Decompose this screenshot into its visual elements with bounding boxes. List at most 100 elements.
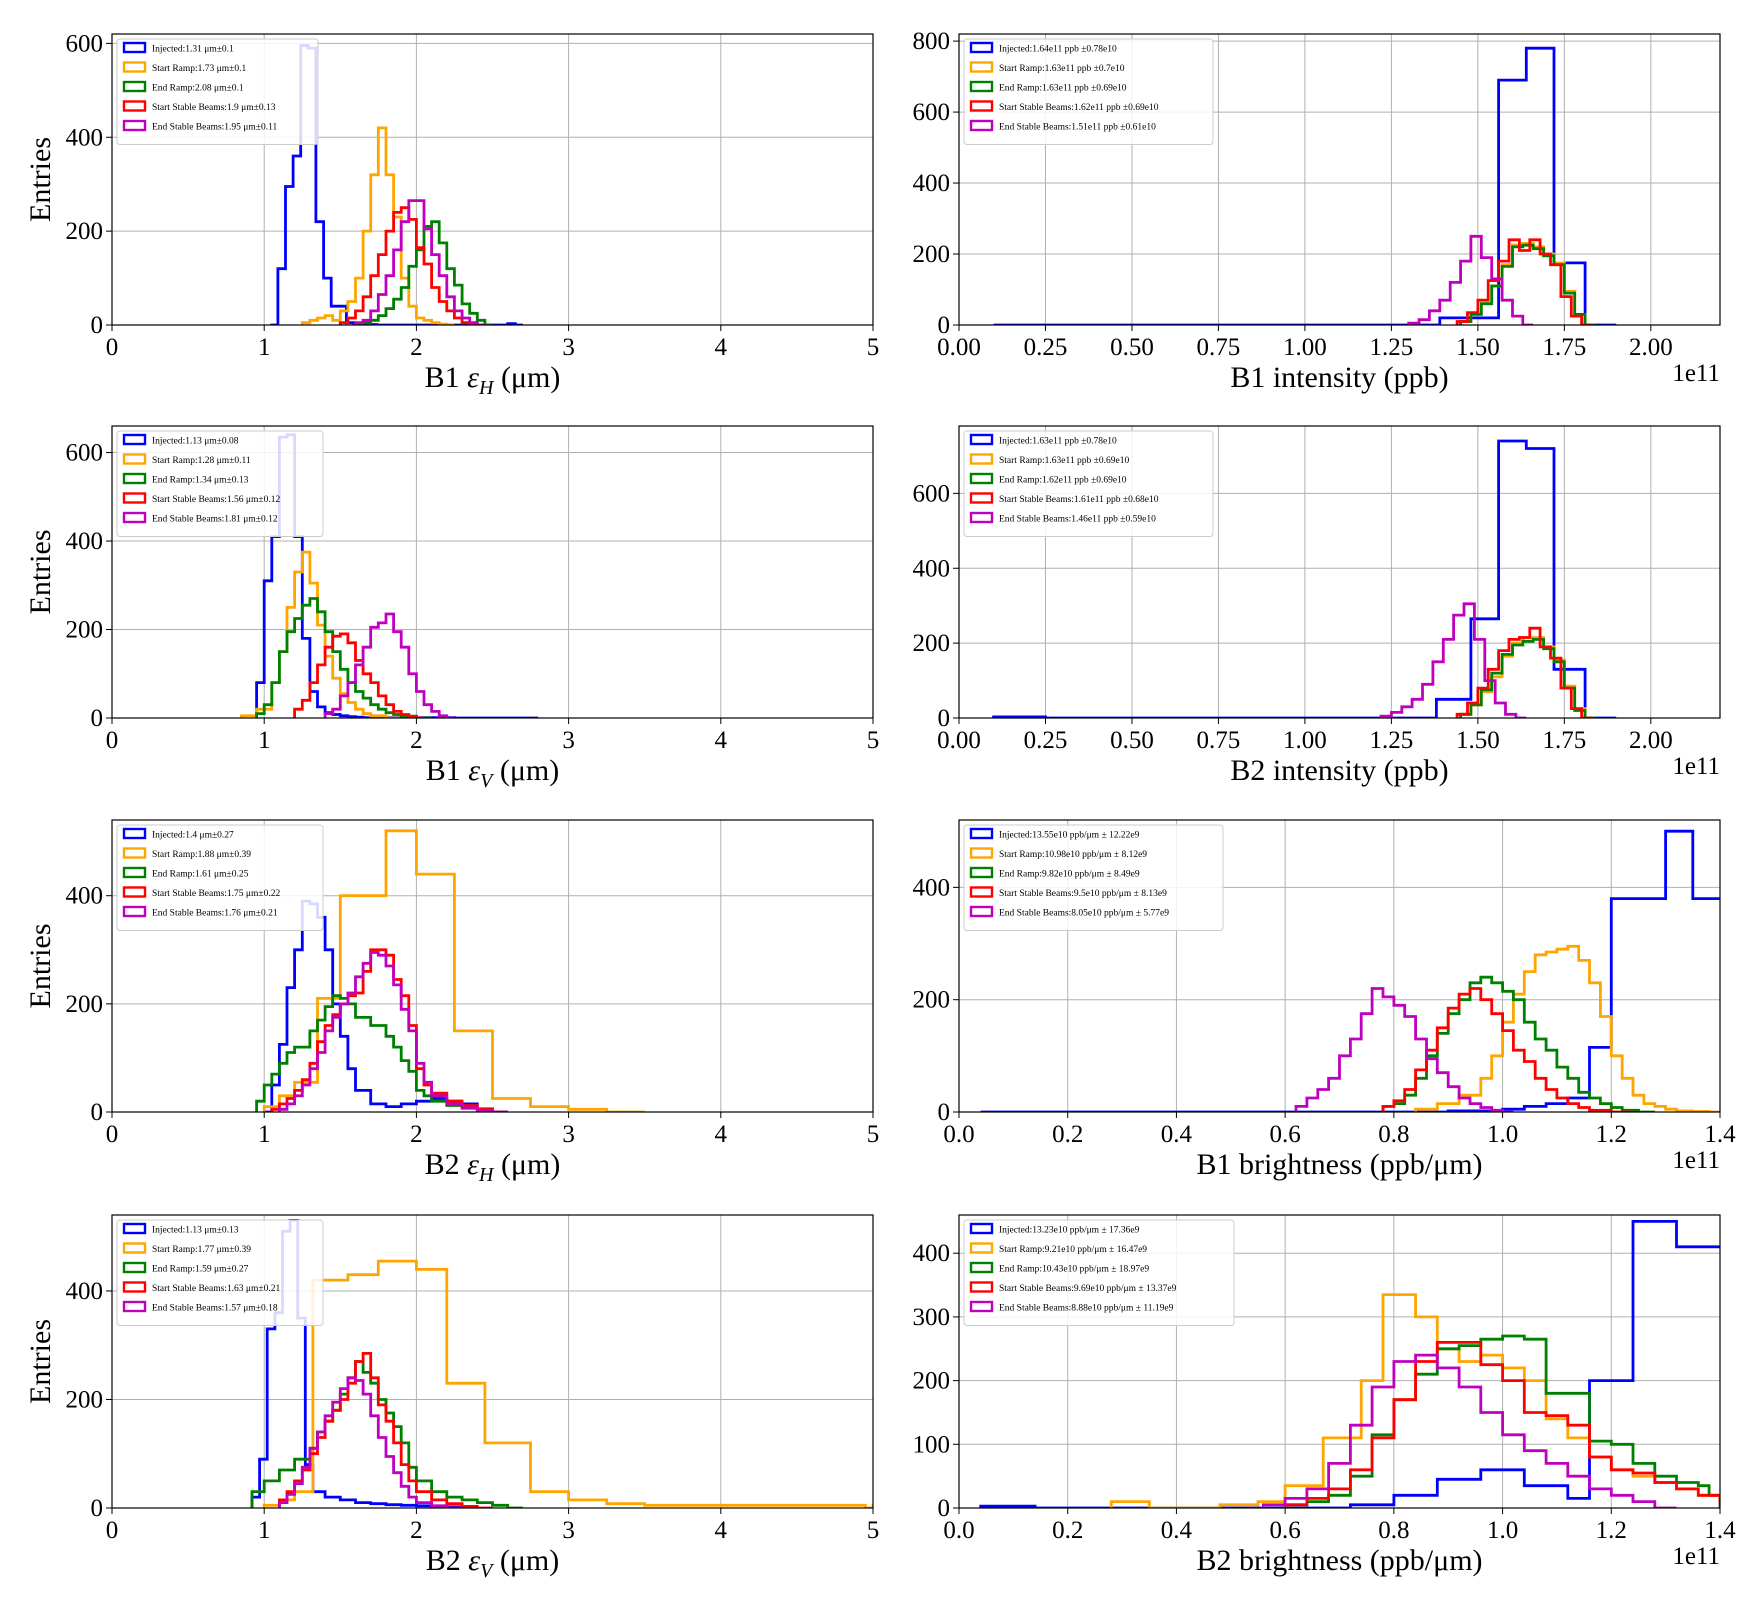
- legend-box: [963, 1219, 1235, 1326]
- x-tick-label: 5: [867, 1517, 880, 1544]
- y-axis-label: Entries: [24, 924, 57, 1009]
- series-0-histogram: [264, 899, 508, 1112]
- x-tick-label: 1.2: [1596, 1517, 1627, 1544]
- legend-swatch: [122, 886, 147, 898]
- legend-entry: End Ramp:1.61 μm±0.25: [152, 870, 249, 880]
- series-3-histogram: [1381, 987, 1633, 1112]
- series-3-histogram: [1455, 238, 1592, 325]
- series-4-histogram: [323, 612, 455, 718]
- x-tick-label: 0.50: [1110, 727, 1154, 754]
- legend-swatch: [122, 1261, 147, 1274]
- y-tick-label: 200: [913, 241, 951, 268]
- x-axis-label: B2 brightness (ppb/μm): [1196, 1544, 1482, 1577]
- legend-swatch: [969, 100, 994, 112]
- x-axis-label: B2 intensity (ppb): [1230, 754, 1448, 787]
- y-tick-label: 0: [91, 1495, 104, 1522]
- y-tick-label: 200: [66, 617, 104, 644]
- x-axis-label: B1 intensity (ppb): [1230, 361, 1448, 394]
- legend-swatch: [122, 847, 147, 859]
- legend: Injected:1.31 μm±0.1 Start Ramp:1.73 μm±0…: [116, 38, 319, 145]
- legend-entry: End Ramp:1.34 μm±0.13: [152, 476, 249, 486]
- x-offset-label: 1e11: [1672, 753, 1720, 780]
- y-tick-label: 400: [66, 124, 104, 151]
- legend-swatch: [969, 1242, 994, 1254]
- x-tick-label: 3: [562, 334, 575, 361]
- x-tick-label: 2: [410, 727, 423, 754]
- y-tick-label: 400: [66, 528, 104, 555]
- x-tick-label: 0: [106, 1121, 119, 1148]
- series-2-histogram: [1381, 975, 1655, 1112]
- series-1-histogram: [1109, 1293, 1720, 1508]
- y-tick-label: 0: [91, 705, 104, 732]
- legend-entry: Start Stable Beams:9.69e10 ppb/μm ± 13.3…: [999, 1284, 1177, 1294]
- y-tick-label: 0: [938, 1099, 951, 1126]
- y-axis-label: Entries: [24, 530, 57, 615]
- x-tick-label: 1.00: [1283, 727, 1327, 754]
- legend-swatch: [122, 41, 147, 54]
- x-offset-label: 1e11: [1672, 1147, 1720, 1174]
- legend-swatch: [122, 80, 147, 93]
- x-tick-label: 0.8: [1378, 1517, 1409, 1544]
- legend-swatch: [122, 472, 147, 485]
- legend-entry: Start Ramp:1.77 μm±0.39: [152, 1245, 251, 1255]
- legend-swatch: [122, 905, 147, 918]
- series-3-histogram: [1455, 626, 1592, 718]
- legend-entry: End Ramp:2.08 μm±0.1: [152, 84, 244, 94]
- x-tick-label: 2.00: [1629, 334, 1673, 361]
- x-tick-label: 1.50: [1456, 334, 1500, 361]
- y-tick-label: 600: [913, 99, 951, 126]
- axes-frame: [958, 1214, 1721, 1509]
- legend-entry: Start Ramp:1.73 μm±0.1: [152, 64, 246, 74]
- legend-swatch: [122, 119, 147, 132]
- x-tick-label: 5: [867, 727, 880, 754]
- y-tick-label: 400: [66, 1278, 104, 1305]
- legend: Injected:1.13 μm±0.13 Start Ramp:1.77 μm±…: [116, 1219, 324, 1326]
- x-axis-label: B1 brightness (ppb/μm): [1196, 1148, 1482, 1181]
- legend-entry: End Stable Beams:8.88e10 ppb/μm ± 11.19e…: [999, 1304, 1174, 1314]
- x-tick-label: 1: [258, 334, 271, 361]
- series-2-histogram: [1459, 638, 1596, 718]
- x-tick-label: 4: [715, 334, 728, 361]
- series-0-histogram: [979, 1220, 1720, 1508]
- legend-swatch: [969, 61, 994, 73]
- legend-swatch: [122, 433, 147, 446]
- x-offset-label: 1e11: [1672, 1543, 1720, 1570]
- x-tick-label: 0: [106, 334, 119, 361]
- y-tick-label: 600: [913, 480, 951, 507]
- legend-entry: End Ramp:10.43e10 ppb/μm ± 18.97e9: [999, 1265, 1149, 1275]
- x-tick-label: 1.2: [1596, 1121, 1627, 1148]
- x-tick-label: 1.0: [1487, 1121, 1518, 1148]
- legend-swatch: [122, 1242, 147, 1254]
- legend-entry: Start Stable Beams:1.62e11 ppb ±0.69e10: [999, 103, 1159, 113]
- legend-swatch: [969, 472, 994, 485]
- x-tick-label: 1: [258, 727, 271, 754]
- legend-swatch: [969, 80, 994, 93]
- legend-box: [116, 430, 324, 537]
- x-tick-label: 1.4: [1704, 1121, 1736, 1148]
- x-tick-label: 0.25: [1024, 334, 1068, 361]
- x-tick-label: 2: [410, 1517, 423, 1544]
- legend-swatch: [969, 1281, 994, 1293]
- y-tick-label: 400: [913, 874, 951, 901]
- legend-entry: Injected:1.64e11 ppb ±0.78e10: [999, 45, 1117, 55]
- x-tick-label: 4: [715, 1517, 728, 1544]
- y-tick-label: 400: [913, 170, 951, 197]
- series-0-histogram: [993, 46, 1617, 325]
- y-tick-label: 400: [66, 883, 104, 910]
- legend-swatch: [969, 886, 994, 898]
- y-tick-label: 0: [938, 312, 951, 339]
- x-axis-label: B1 εH (μm): [425, 361, 561, 399]
- legend: Injected:13.23e10 ppb/μm ± 17.36e9 Start …: [963, 1219, 1235, 1326]
- x-tick-label: 1.25: [1370, 334, 1414, 361]
- legend: Injected:1.63e11 ppb ±0.78e10 Start Ramp:…: [963, 430, 1214, 537]
- axes-frame: [111, 1214, 874, 1509]
- legend-swatch: [969, 847, 994, 859]
- axes-frame: [958, 33, 1721, 326]
- legend-box: [116, 38, 319, 145]
- legend-box: [116, 1219, 324, 1326]
- y-tick-label: 400: [913, 1240, 951, 1267]
- x-tick-label: 0.4: [1161, 1121, 1193, 1148]
- legend-entry: Start Ramp:1.63e11 ppb ±0.69e10: [999, 456, 1129, 466]
- legend-entry: Start Ramp:1.88 μm±0.39: [152, 850, 251, 860]
